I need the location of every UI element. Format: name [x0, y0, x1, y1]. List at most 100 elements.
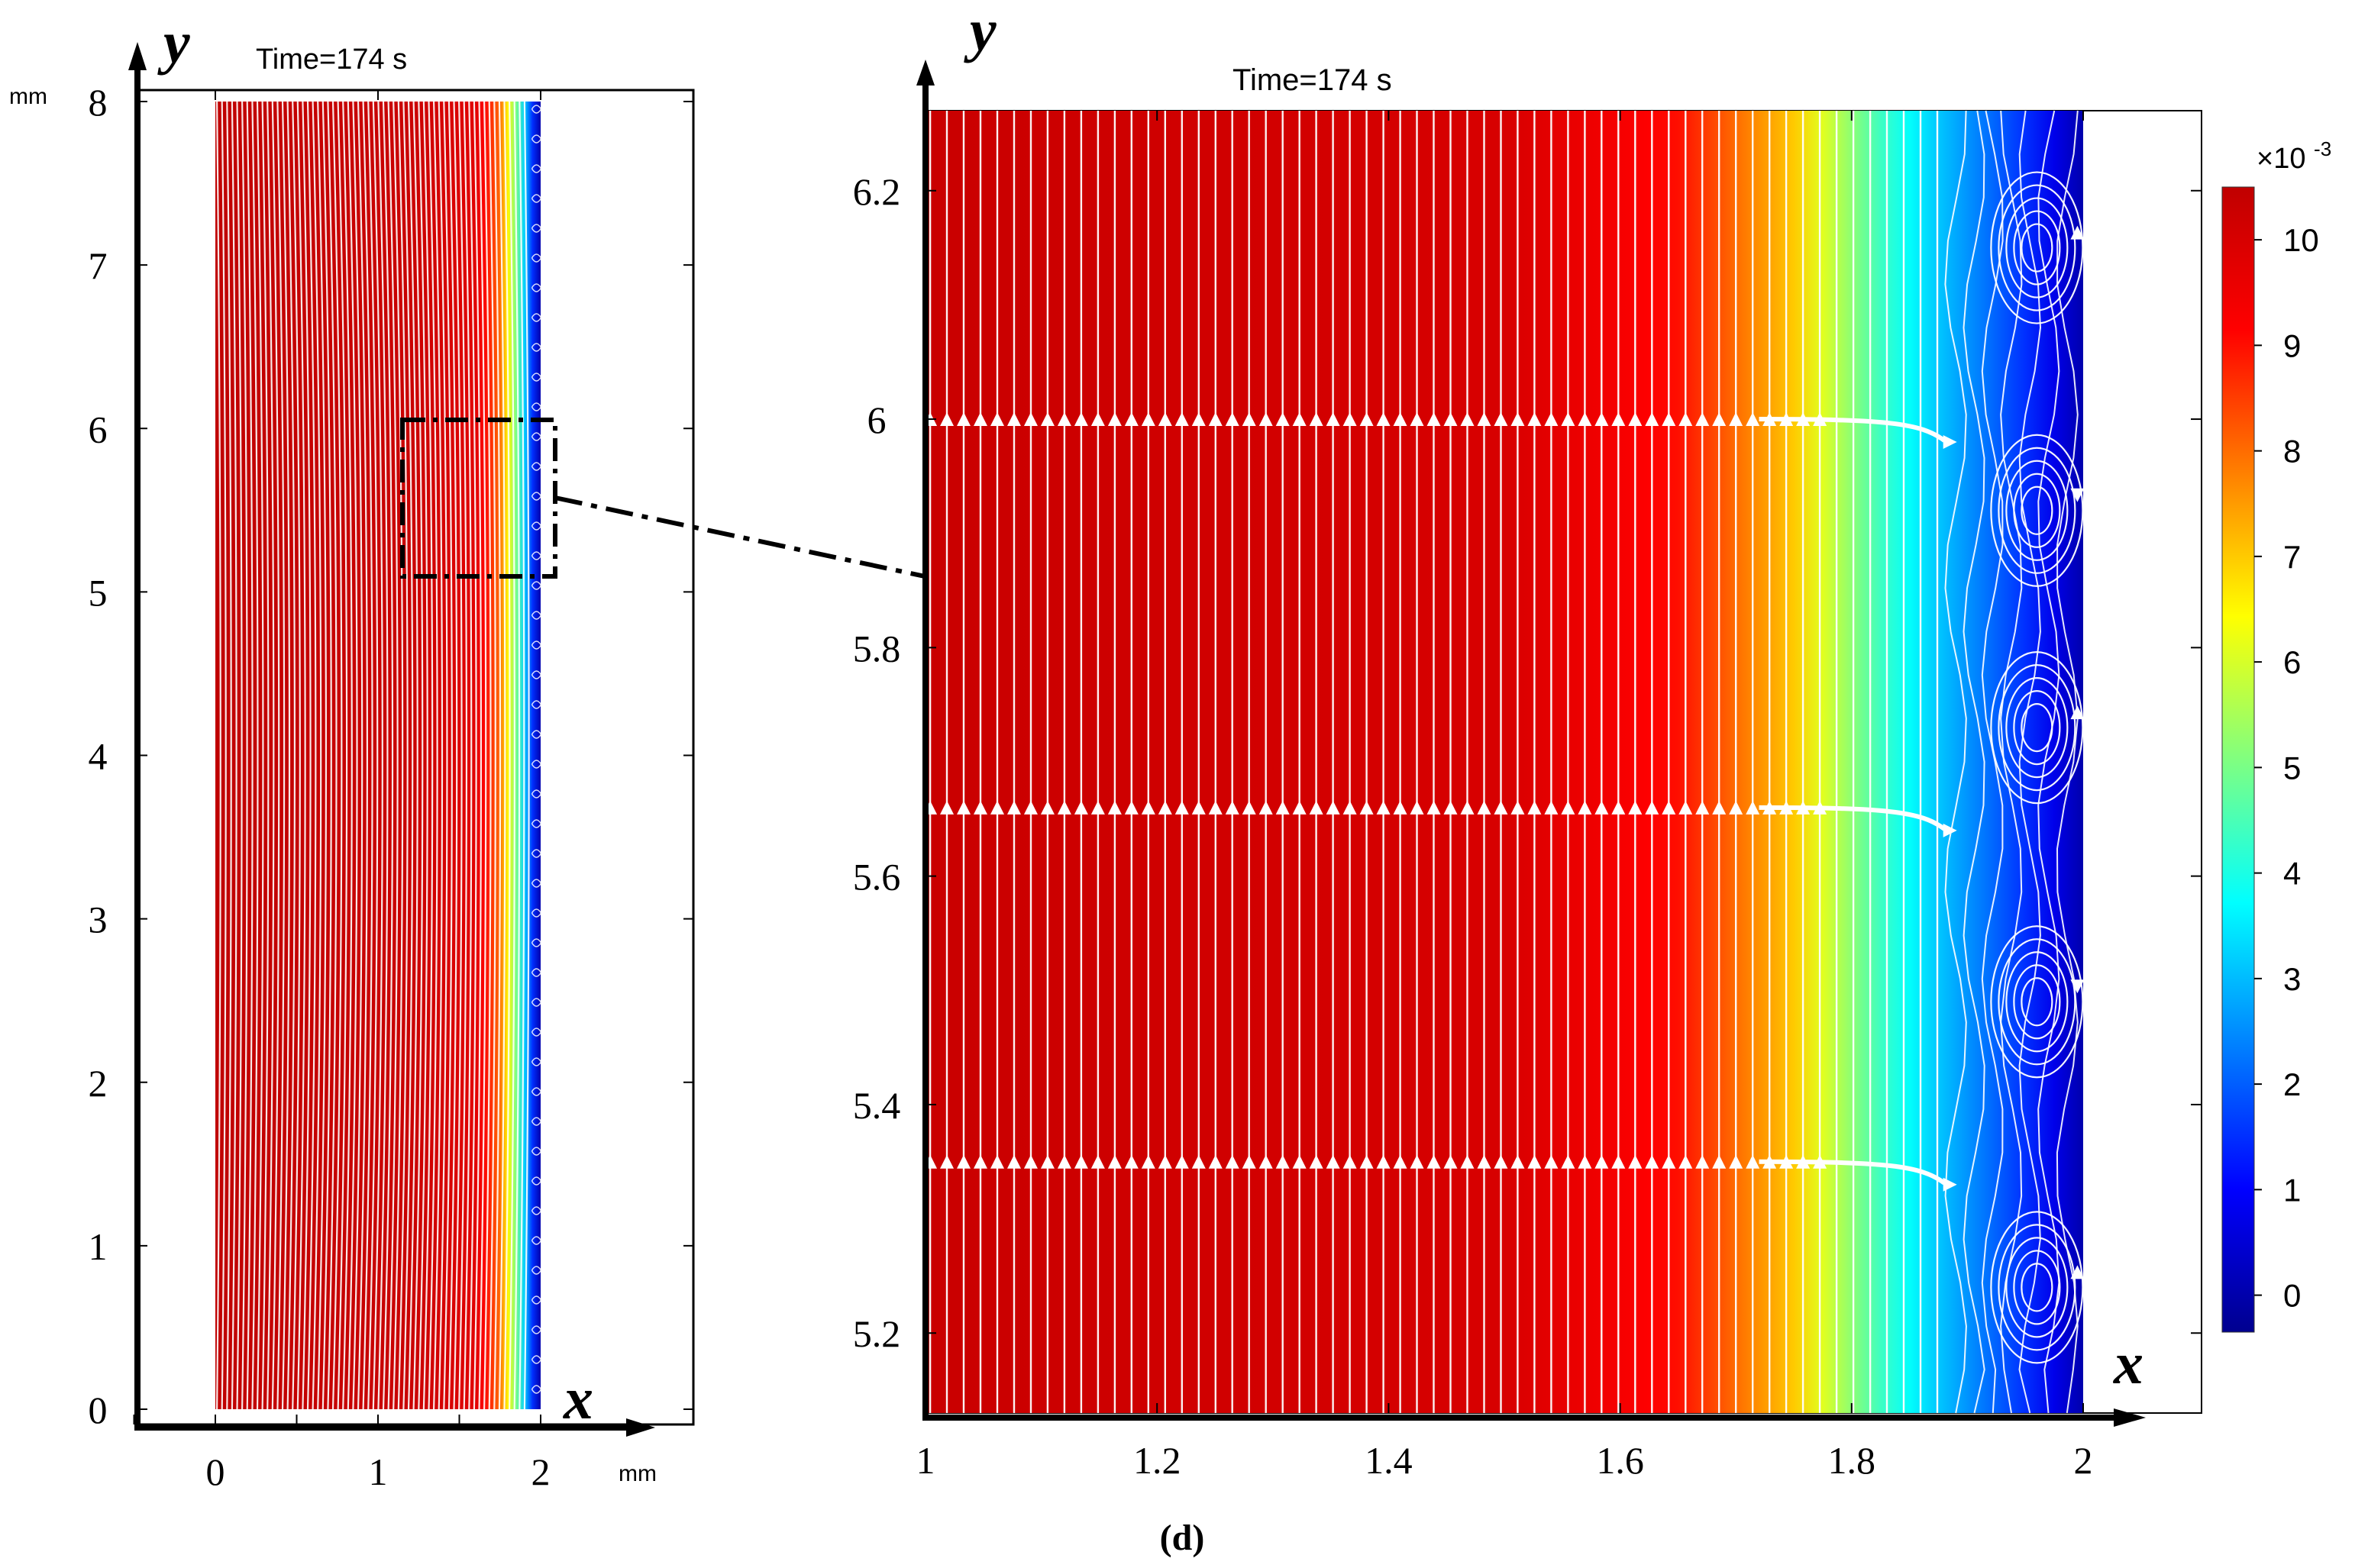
flow-arrow: [1275, 800, 1290, 815]
flow-arrow: [1191, 412, 1206, 427]
streamline: [241, 101, 248, 1410]
flow-arrow: [1645, 412, 1659, 427]
flow-arrow: [1359, 800, 1374, 815]
vortex-streamline: [531, 1028, 542, 1037]
streamline: [498, 101, 506, 1410]
flow-arrow: [1611, 412, 1626, 427]
flow-arrow: [1746, 1154, 1760, 1169]
vortex-streamline: [531, 938, 542, 947]
flow-arrow: [1393, 800, 1407, 815]
streamline: [286, 101, 296, 1410]
left-streamlines: [216, 101, 542, 1410]
vortex-streamline: [531, 1325, 542, 1334]
flow-arrow: [1544, 412, 1559, 427]
vortex-streamline: [1990, 434, 2084, 587]
y-tick-label: 5: [89, 571, 108, 614]
streamline: [387, 101, 399, 1410]
streamline: [296, 101, 306, 1410]
flow-arrow: [1141, 412, 1155, 427]
vortex-streamline: [2005, 677, 2069, 779]
flow-arrow: [1090, 800, 1105, 815]
streamline: [302, 101, 312, 1410]
wavy-streamline: [1944, 110, 1967, 1414]
flow-arrow: [1712, 1154, 1727, 1169]
vortex-streamline: [531, 551, 542, 560]
vortex-streamline: [1998, 184, 2076, 311]
flow-arrow: [1023, 412, 1038, 427]
vortex-streamline: [531, 879, 542, 888]
flow-arrow: [957, 800, 971, 815]
colorbar-tick-label: 5: [2283, 750, 2301, 786]
flow-arrow: [1494, 800, 1508, 815]
streamline: [267, 101, 275, 1410]
flow-arrow: [1443, 1154, 1458, 1169]
flow-arrow: [1023, 1154, 1038, 1169]
colorbar-multiplier-exponent: -3: [2314, 137, 2331, 160]
streamline: [418, 101, 428, 1410]
flow-arrow: [1292, 1154, 1307, 1169]
flow-arrow: [1057, 412, 1071, 427]
streamline: [513, 101, 521, 1410]
flow-arrow: [1460, 1154, 1475, 1169]
vortex-streamline: [2013, 1250, 2061, 1325]
vortex-streamline: [531, 134, 542, 144]
vortex-streamline: [1990, 925, 2084, 1079]
vortex-streamline: [2005, 951, 2069, 1053]
right-flow-arrows: [923, 225, 2085, 1279]
flow-arrow: [1258, 800, 1273, 815]
streamline: [493, 101, 502, 1410]
flow-arrow: [1141, 800, 1155, 815]
flow-arrow: [1544, 800, 1559, 815]
flow-arrow: [1426, 1154, 1441, 1169]
vortex-streamline: [2021, 1263, 2053, 1312]
flow-arrow: [1662, 412, 1676, 427]
flow-arrow: [1359, 412, 1374, 427]
flow-arrow: [1208, 1154, 1223, 1169]
flow-arrow: [1006, 1154, 1021, 1169]
flow-arrow: [1242, 800, 1256, 815]
vortex-streamline: [531, 1385, 542, 1394]
vortex-streamline: [531, 521, 542, 531]
vortex-streamline: [531, 253, 542, 263]
right-streamlines: [929, 110, 2079, 1414]
flow-arrow: [1074, 1154, 1088, 1169]
streamline: [483, 101, 492, 1410]
flow-arrow: [1258, 412, 1273, 427]
streamline: [327, 101, 338, 1410]
flow-arrow: [1242, 412, 1256, 427]
vortex-streamline: [1998, 1224, 2076, 1351]
flow-arrow: [1074, 800, 1088, 815]
flow-arrow: [1695, 800, 1710, 815]
flow-arrow: [1729, 1154, 1743, 1169]
streamline: [407, 101, 418, 1410]
vortex-streamline: [531, 760, 542, 769]
x-tick-label: 2: [531, 1450, 551, 1493]
flow-arrow: [1393, 412, 1407, 427]
flow-arrow: [1695, 412, 1710, 427]
flow-arrow: [1342, 412, 1357, 427]
flow-arrow: [1746, 412, 1760, 427]
flow-arrow: [1393, 1154, 1407, 1169]
streamline: [216, 101, 221, 1410]
flow-arrow: [1611, 800, 1626, 815]
flow-arrow: [1174, 800, 1189, 815]
flow-arrow: [1006, 800, 1021, 815]
streamline: [458, 101, 468, 1410]
x-tick-label: 0: [206, 1450, 225, 1493]
vortex-streamline: [531, 849, 542, 858]
flow-arrow: [1326, 412, 1340, 427]
flow-arrow: [1376, 412, 1391, 427]
vortex-streamline: [531, 1295, 542, 1305]
y-tick-label: 5.8: [853, 627, 901, 669]
flow-arrow: [1678, 412, 1693, 427]
colorbar-tick-label: 7: [2283, 539, 2301, 575]
wavy-streamline: [2018, 110, 2042, 1414]
streamline: [503, 101, 511, 1410]
flow-arrow: [1124, 1154, 1139, 1169]
flow-arrow: [1678, 800, 1693, 815]
vortex-streamline: [531, 194, 542, 203]
flow-arrow: [1578, 1154, 1592, 1169]
vortex-streamline: [531, 1236, 542, 1245]
flow-arrow: [1258, 1154, 1273, 1169]
right-vortices: [1990, 171, 2084, 1364]
